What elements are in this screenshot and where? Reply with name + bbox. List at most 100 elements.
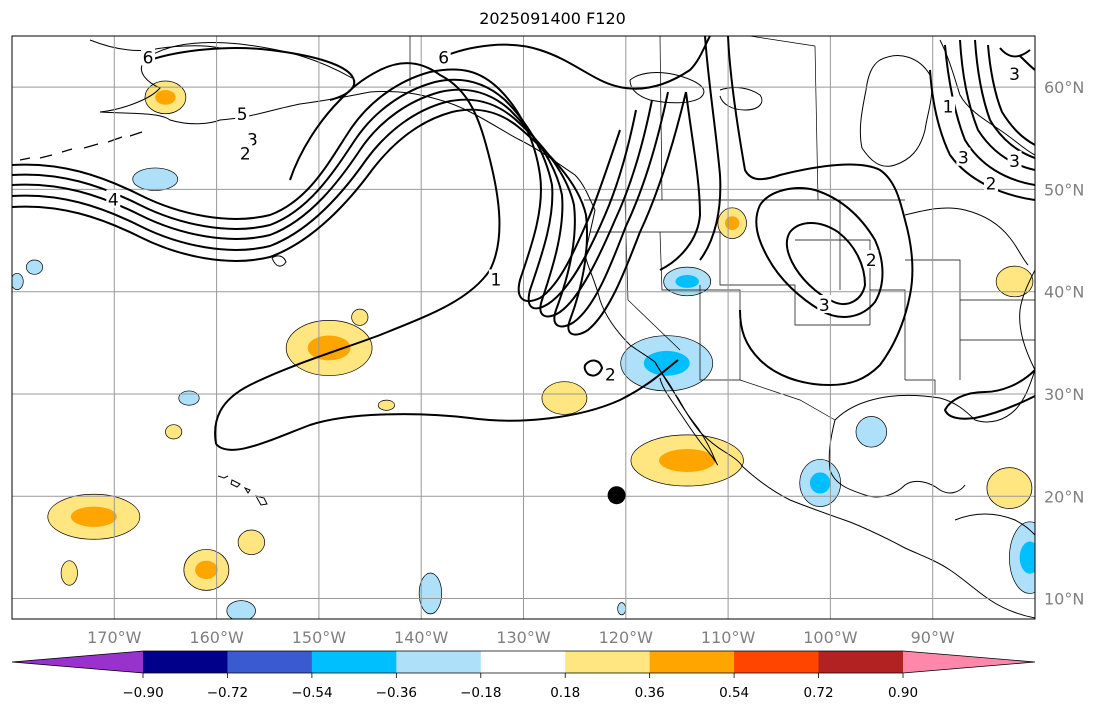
lon-tick-label: 160°W	[189, 628, 244, 647]
contour-label-bg	[235, 103, 250, 122]
contour-trough-4	[12, 91, 669, 328]
contour-2-closed	[727, 36, 914, 387]
contour-east-6	[999, 47, 1035, 71]
contour-trough-1	[12, 68, 621, 302]
contour-label: 5	[237, 105, 248, 125]
alaska-coastline	[99, 42, 596, 211]
positive-anomaly-core	[659, 448, 716, 472]
political-borders-layer	[409, 36, 1035, 421]
lon-tick-label: 110°W	[701, 628, 756, 647]
colorbar-tick-label: 0.72	[804, 685, 834, 701]
positive-anomaly-core	[725, 216, 740, 231]
contour-label: 3	[819, 296, 830, 316]
contour-trough-3	[12, 88, 653, 318]
negative-anomaly-core	[675, 275, 699, 288]
colorbar-tick-label: −0.18	[460, 685, 501, 701]
contour-3-closed	[755, 187, 884, 318]
mexico-pacific-coast	[741, 465, 1035, 619]
contour-label: 1	[943, 98, 954, 118]
negative-anomaly-blob	[25, 259, 44, 275]
colorbar-tick-label: −0.72	[207, 685, 248, 701]
contour-3-inner	[785, 222, 867, 305]
positive-anomaly-blob	[986, 467, 1033, 509]
lon-tick-label: 100°W	[803, 628, 858, 647]
colorbar-extend-min	[12, 651, 143, 673]
contour-label-bg	[817, 295, 832, 314]
us-east-coast	[1019, 269, 1035, 371]
contour-label: 3	[247, 130, 258, 150]
cuba-outline	[954, 513, 1035, 536]
colorbar-tick-label: −0.54	[291, 685, 332, 701]
yucatan-coast	[828, 419, 966, 498]
colorbar-bin	[565, 651, 651, 673]
location-dot-marker	[607, 486, 626, 505]
contour-label-bg	[956, 147, 971, 166]
negative-anomaly-core	[643, 350, 690, 376]
positive-anomaly-core	[307, 335, 351, 361]
colorbar-tick-label: −0.90	[122, 685, 163, 701]
contour-label-bg	[1007, 63, 1022, 82]
colorbar-tick-label: 0.18	[550, 685, 580, 701]
positive-anomaly-core	[70, 506, 117, 527]
lat-tick-label: 30°N	[1044, 385, 1084, 404]
colorbar-bin	[818, 651, 904, 673]
colorbar-bin	[480, 651, 566, 673]
contour-label-bg	[1007, 150, 1022, 169]
guadalupe-island	[583, 359, 604, 377]
chart-title: 2025091400 F120	[479, 9, 626, 28]
colorbar-bin	[396, 651, 482, 673]
aleutian-islands	[19, 131, 143, 161]
colorbar-bin	[227, 651, 313, 673]
coastline-layer	[19, 39, 1035, 619]
colorbar-tick-label: 0.36	[635, 685, 665, 701]
contour-east-4	[974, 39, 1035, 159]
arctic-island	[629, 72, 705, 104]
contour-label: 3	[958, 149, 969, 169]
contour-label-bg	[141, 47, 156, 66]
negative-anomaly-blob	[178, 390, 200, 406]
negative-anomaly-blob	[855, 416, 888, 448]
colorbar-tick-label: 0.54	[719, 685, 749, 701]
contour-label-bg	[106, 189, 121, 208]
lat-tick-label: 10°N	[1044, 590, 1084, 609]
contour-east-5	[987, 44, 1035, 146]
contour-label: 6	[438, 49, 449, 69]
lon-tick-label: 90°W	[911, 628, 955, 647]
lon-tick-label: 120°W	[599, 628, 654, 647]
contour-se-loop	[943, 369, 1035, 420]
graticule	[12, 36, 1035, 619]
negative-anomaly-core	[809, 472, 831, 494]
contour-label-bg	[603, 364, 618, 383]
positive-anomaly-blob	[541, 381, 588, 415]
map-frame	[11, 35, 1036, 620]
longitude-tick-labels: 170°W 160°W 150°W 140°W 130°W 120°W 110°W 100°W…	[87, 628, 955, 647]
small-island	[271, 255, 287, 267]
positive-anomaly-blob	[377, 399, 395, 411]
contour-label-bg	[984, 173, 999, 192]
negative-anomaly-blob	[418, 572, 443, 615]
contour-ridge-a	[659, 91, 702, 271]
contour-6-ridge	[439, 36, 711, 90]
contour-label: 4	[108, 191, 119, 211]
contour-label: 2	[605, 366, 616, 386]
positive-anomaly-blob	[60, 560, 78, 586]
colorbar-bin	[649, 651, 735, 673]
negative-anomaly-blob	[132, 167, 179, 191]
colorbar-tick-label: 0.90	[888, 685, 918, 701]
negative-anomaly-core	[1019, 541, 1035, 574]
colorbar-tick-label: −0.36	[376, 685, 417, 701]
lon-tick-label: 170°W	[87, 628, 142, 647]
contour-label: 2	[240, 145, 251, 165]
labrador-coast	[939, 39, 1035, 156]
lon-tick-label: 150°W	[292, 628, 347, 647]
contour-east-1	[929, 69, 1035, 201]
positive-anomaly-blob	[165, 424, 183, 440]
lon-tick-label: 130°W	[496, 628, 551, 647]
lon-tick-label: 140°W	[394, 628, 449, 647]
contour-trough-2	[12, 78, 637, 310]
positive-anomaly-blob	[237, 529, 266, 555]
negative-anomaly-blob	[226, 600, 256, 619]
contour-label-bg	[488, 269, 503, 288]
colorbar	[11, 650, 1036, 674]
